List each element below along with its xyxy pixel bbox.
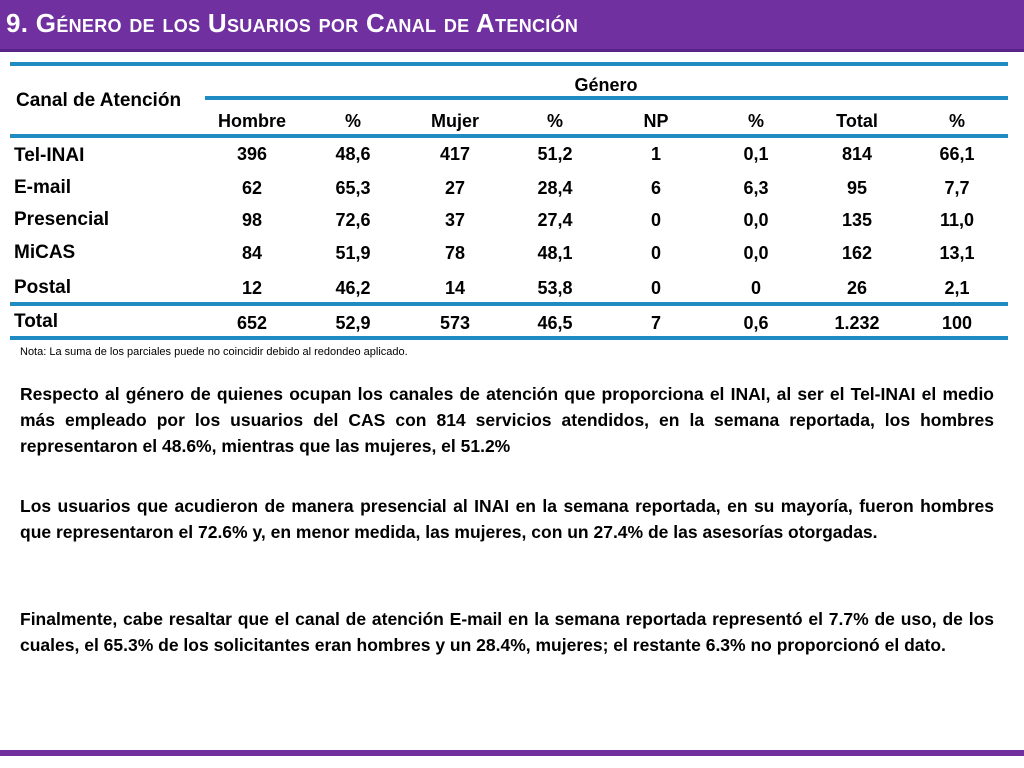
- row-label: Postal: [14, 277, 72, 298]
- table-cell: 98: [241, 210, 263, 230]
- column-header: %: [344, 111, 362, 131]
- table-cell: 6,3: [743, 178, 769, 198]
- table-cell: 46,2: [335, 278, 371, 298]
- column-header: NP: [643, 111, 669, 131]
- table-cell: 0: [650, 278, 662, 298]
- column-header: Total: [836, 111, 878, 131]
- footer-stripe: [0, 750, 1024, 756]
- paragraph: Respecto al género de quienes ocupan los…: [20, 384, 994, 456]
- table-cell: 1: [650, 144, 662, 164]
- table-cell: 0,6: [743, 313, 769, 333]
- row-label: E-mail: [14, 177, 72, 198]
- table-cell: 1.232: [834, 313, 880, 333]
- table-cell: 48,6: [335, 144, 371, 164]
- table-cell: 6: [650, 178, 662, 198]
- paragraph: Finalmente, cabe resaltar que el canal d…: [20, 609, 994, 655]
- table-cell: 814: [841, 144, 873, 164]
- table-bottom-rule: [10, 336, 1008, 340]
- gender-by-channel-table: Canal de Atención Género Hombre % Mujer …: [0, 62, 1024, 342]
- column-header: Hombre: [217, 111, 287, 131]
- row-label: Total: [14, 311, 58, 332]
- page-title: 9. Género de los Usuarios por Canal de A…: [6, 8, 579, 38]
- table-cell: 7,7: [944, 178, 970, 198]
- table-cell: 78: [444, 243, 466, 263]
- table-cell: 84: [241, 243, 263, 263]
- table-cell: 135: [841, 210, 873, 230]
- title-bar: 9. Género de los Usuarios por Canal de A…: [0, 0, 1024, 52]
- table-cell: 0: [750, 278, 762, 298]
- table-cell: 28,4: [537, 178, 573, 198]
- table-cell: 652: [236, 313, 268, 333]
- table-cell: 100: [941, 313, 973, 333]
- column-header-rule: [10, 134, 1008, 138]
- table-cell: 51,2: [537, 144, 573, 164]
- table-cell: 11,0: [939, 210, 975, 230]
- group-header-rule: [205, 96, 1008, 100]
- table-cell: 37: [444, 210, 466, 230]
- table-cell: 0: [650, 210, 662, 230]
- column-header: %: [948, 111, 966, 131]
- total-row-rule: [10, 302, 1008, 306]
- table-cell: 48,1: [537, 243, 573, 263]
- table-cell: 62: [241, 178, 263, 198]
- table-cell: 26: [846, 278, 868, 298]
- group-header: Género: [574, 75, 638, 95]
- table-cell: 0: [650, 243, 662, 263]
- table-footnote: Nota: La suma de los parciales puede no …: [20, 346, 408, 358]
- table-cell: 0,0: [743, 210, 769, 230]
- table-cell: 0,0: [743, 243, 769, 263]
- table-cell: 27: [444, 178, 466, 198]
- table-cell: 52,9: [335, 313, 371, 333]
- table-cell: 12: [241, 278, 263, 298]
- table-cell: 95: [846, 178, 868, 198]
- column-header: Mujer: [430, 111, 480, 131]
- table-cell: 27,4: [537, 210, 573, 230]
- table-top-rule: [10, 62, 1008, 66]
- table-cell: 13,1: [939, 243, 975, 263]
- table-cell: 72,6: [335, 210, 371, 230]
- footer-bar: [0, 748, 1024, 768]
- table-cell: 7: [650, 313, 662, 333]
- table-cell: 51,9: [335, 243, 371, 263]
- table-cell: 14: [444, 278, 466, 298]
- row-header: Canal de Atención: [16, 90, 182, 111]
- table-cell: 66,1: [939, 144, 975, 164]
- title-underline: [0, 49, 1024, 52]
- table-cell: 417: [439, 144, 471, 164]
- row-label: Presencial: [14, 209, 110, 230]
- column-header: %: [747, 111, 765, 131]
- row-label: Tel-INAI: [14, 145, 85, 166]
- table-cell: 46,5: [537, 313, 573, 333]
- table-cell: 65,3: [335, 178, 371, 198]
- table-cell: 53,8: [537, 278, 573, 298]
- table-cell: 2,1: [944, 278, 970, 298]
- table-cell: 0,1: [743, 144, 769, 164]
- column-header: %: [546, 111, 564, 131]
- table-cell: 573: [439, 313, 471, 333]
- table-cell: 162: [841, 243, 873, 263]
- table-cell: 396: [236, 144, 268, 164]
- paragraph: Los usuarios que acudieron de manera pre…: [20, 496, 994, 542]
- row-label: MiCAS: [14, 242, 76, 263]
